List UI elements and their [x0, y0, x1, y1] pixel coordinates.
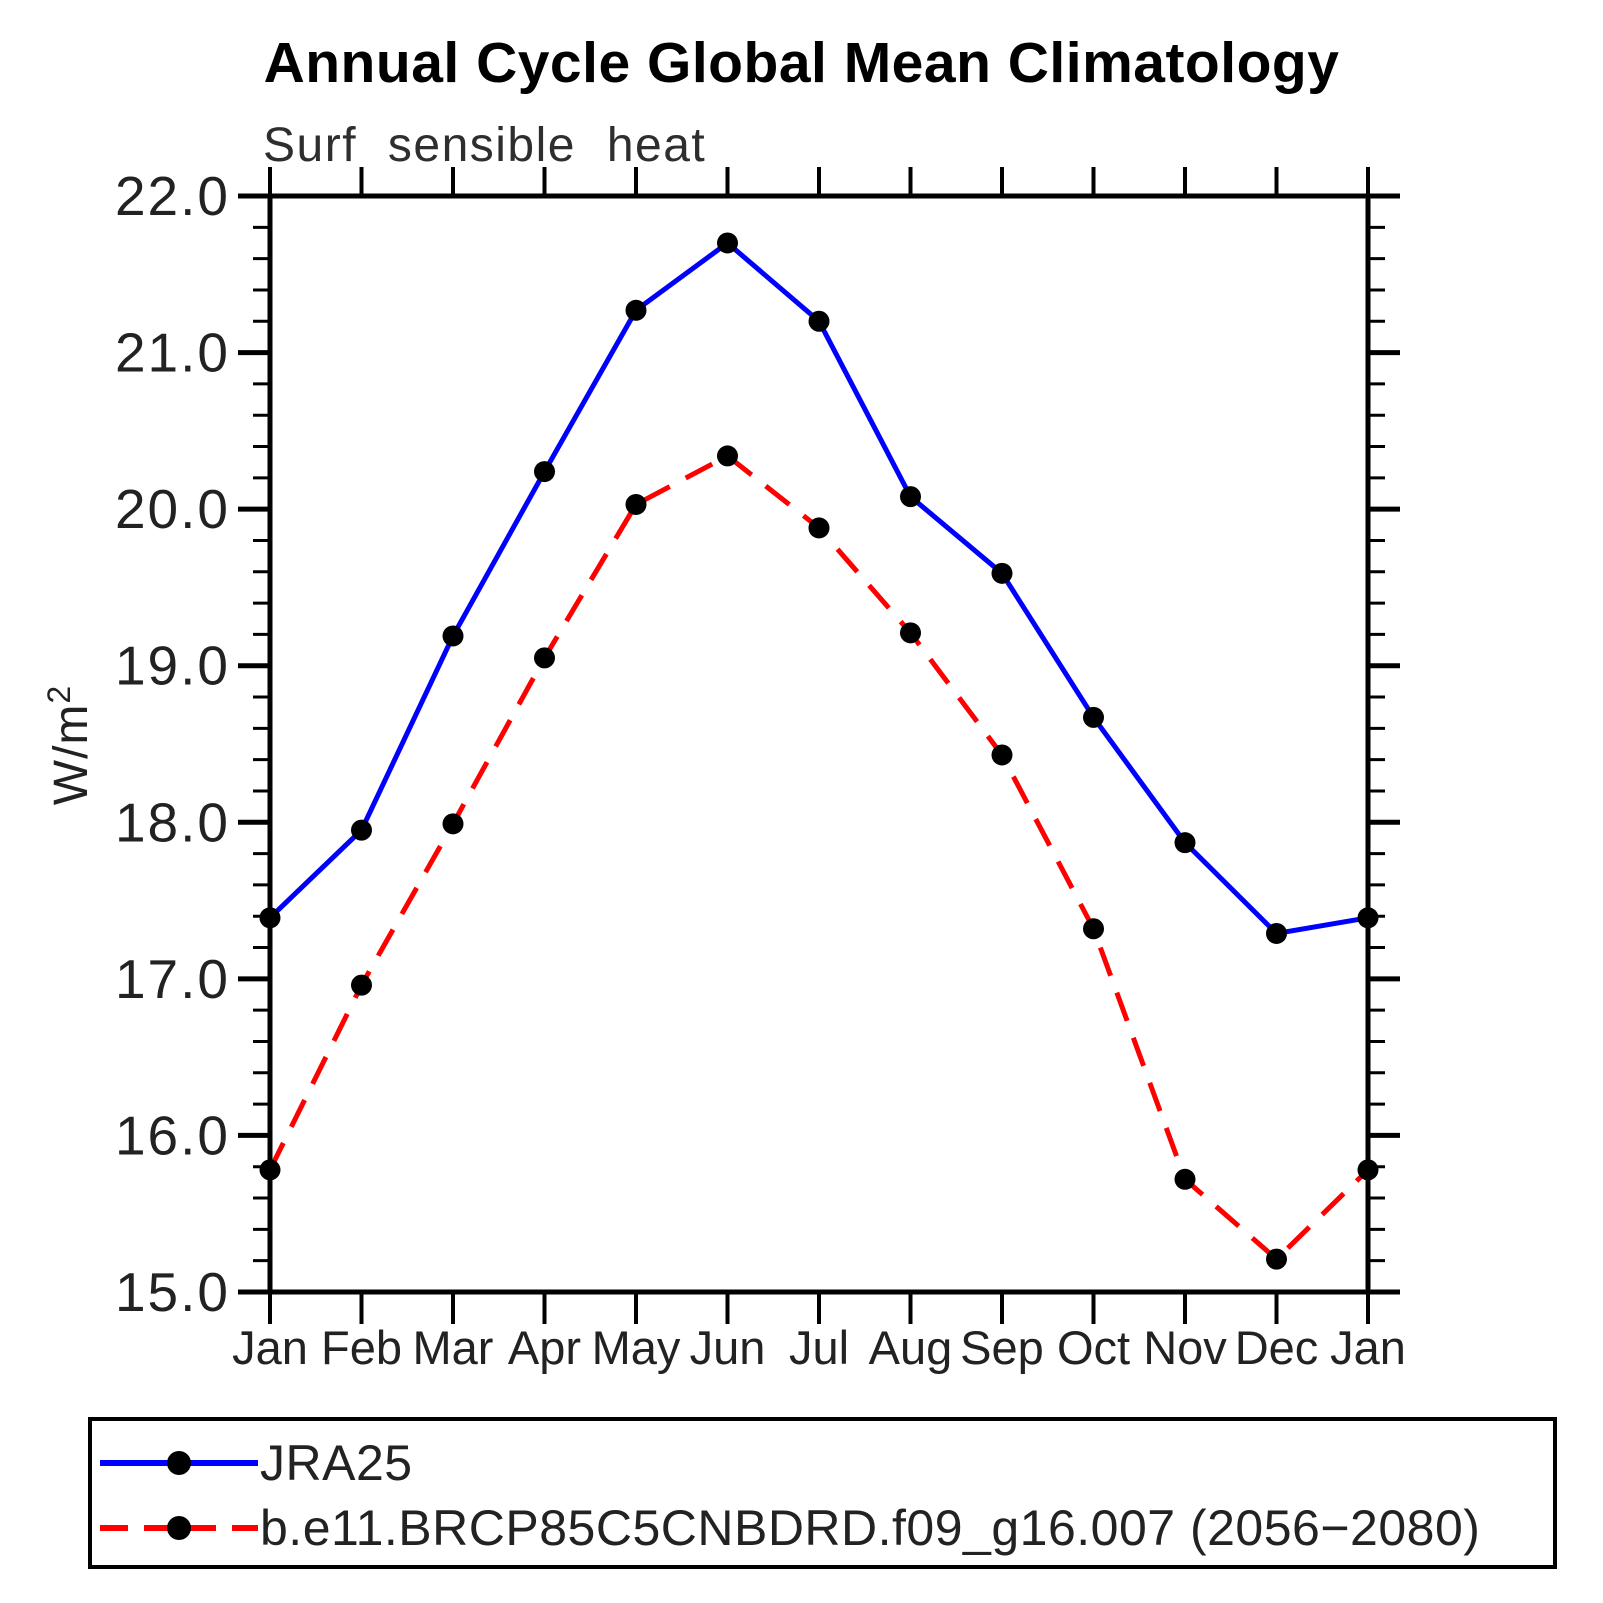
legend-marker-sample-0 [167, 1451, 191, 1475]
chart-title: Annual Cycle Global Mean Climatology [263, 31, 1340, 95]
data-point-marker-0 [717, 232, 738, 254]
data-point-marker-1 [625, 493, 647, 515]
data-point-marker-1 [1357, 1159, 1379, 1181]
x-tick-label: Mar [413, 1321, 494, 1374]
data-point-marker-1 [1174, 1168, 1196, 1190]
data-point-marker-0 [259, 907, 281, 929]
data-point-marker-1 [991, 744, 1013, 766]
x-tick-label: Aug [869, 1321, 953, 1374]
legend-swatch-dashed-line [100, 1516, 258, 1540]
y-tick-label: 16.0 [115, 1104, 230, 1166]
data-point-marker-0 [534, 461, 555, 483]
legend-marker-sample-1 [167, 1516, 191, 1540]
series-line-0 [268, 239, 1369, 937]
data-point-marker-0 [808, 310, 830, 332]
y-tick-label: 17.0 [115, 948, 230, 1010]
data-point-marker-0 [351, 819, 372, 841]
data-point-marker-1 [808, 517, 830, 539]
y-tick-label: 15.0 [115, 1261, 230, 1323]
x-tick-label: Jan [1330, 1321, 1406, 1374]
y-tick-label: 22.0 [115, 165, 230, 227]
chart-subtitle: Surf sensible heat [263, 119, 707, 172]
data-point-marker-0 [1357, 907, 1379, 929]
data-point-marker-1 [1083, 918, 1104, 940]
data-point-marker-0 [991, 562, 1013, 584]
data-point-marker-1 [900, 622, 921, 644]
y-tick-label: 18.0 [115, 791, 230, 853]
x-tick-label: Jan [232, 1321, 308, 1374]
x-tick-label: Sep [960, 1321, 1044, 1374]
x-tick-label: Feb [321, 1321, 402, 1374]
legend-swatch-solid-line [100, 1451, 258, 1475]
data-point-marker-1 [1266, 1248, 1287, 1270]
x-tick-label: Oct [1057, 1321, 1130, 1374]
legend: JRA25 b.e11.BRCP85C5CNBDRD.f09_g16.007 (… [88, 1417, 1557, 1569]
x-tick-label: Nov [1143, 1321, 1227, 1374]
legend-entry-model: b.e11.BRCP85C5CNBDRD.f09_g16.007 (2056−2… [98, 1500, 1481, 1556]
data-point-marker-1 [351, 974, 372, 996]
data-point-marker-0 [625, 299, 647, 321]
data-point-marker-1 [442, 813, 464, 835]
legend-entry-jra25: JRA25 [98, 1435, 413, 1491]
y-tick-label: 19.0 [115, 635, 230, 697]
data-point-marker-0 [900, 486, 921, 508]
x-tick-label: Apr [508, 1321, 581, 1374]
data-point-marker-1 [534, 647, 555, 669]
x-tick-label: Dec [1235, 1321, 1319, 1374]
data-point-marker-1 [717, 445, 738, 467]
data-point-marker-0 [1266, 922, 1287, 944]
data-point-marker-0 [1083, 706, 1104, 728]
x-tick-label: Jun [690, 1321, 766, 1374]
data-point-marker-0 [1174, 832, 1196, 854]
y-tick-label: 20.0 [115, 478, 230, 540]
y-tick-label: 21.0 [115, 322, 230, 384]
data-point-marker-0 [442, 625, 464, 647]
legend-label-model: b.e11.BRCP85C5CNBDRD.f09_g16.007 (2056−2… [260, 1500, 1481, 1556]
x-tick-label: May [592, 1321, 681, 1374]
x-tick-label: Jul [789, 1321, 849, 1374]
data-point-marker-1 [259, 1159, 281, 1181]
legend-label-jra25: JRA25 [260, 1435, 413, 1491]
plot-frame [267, 193, 1371, 1295]
